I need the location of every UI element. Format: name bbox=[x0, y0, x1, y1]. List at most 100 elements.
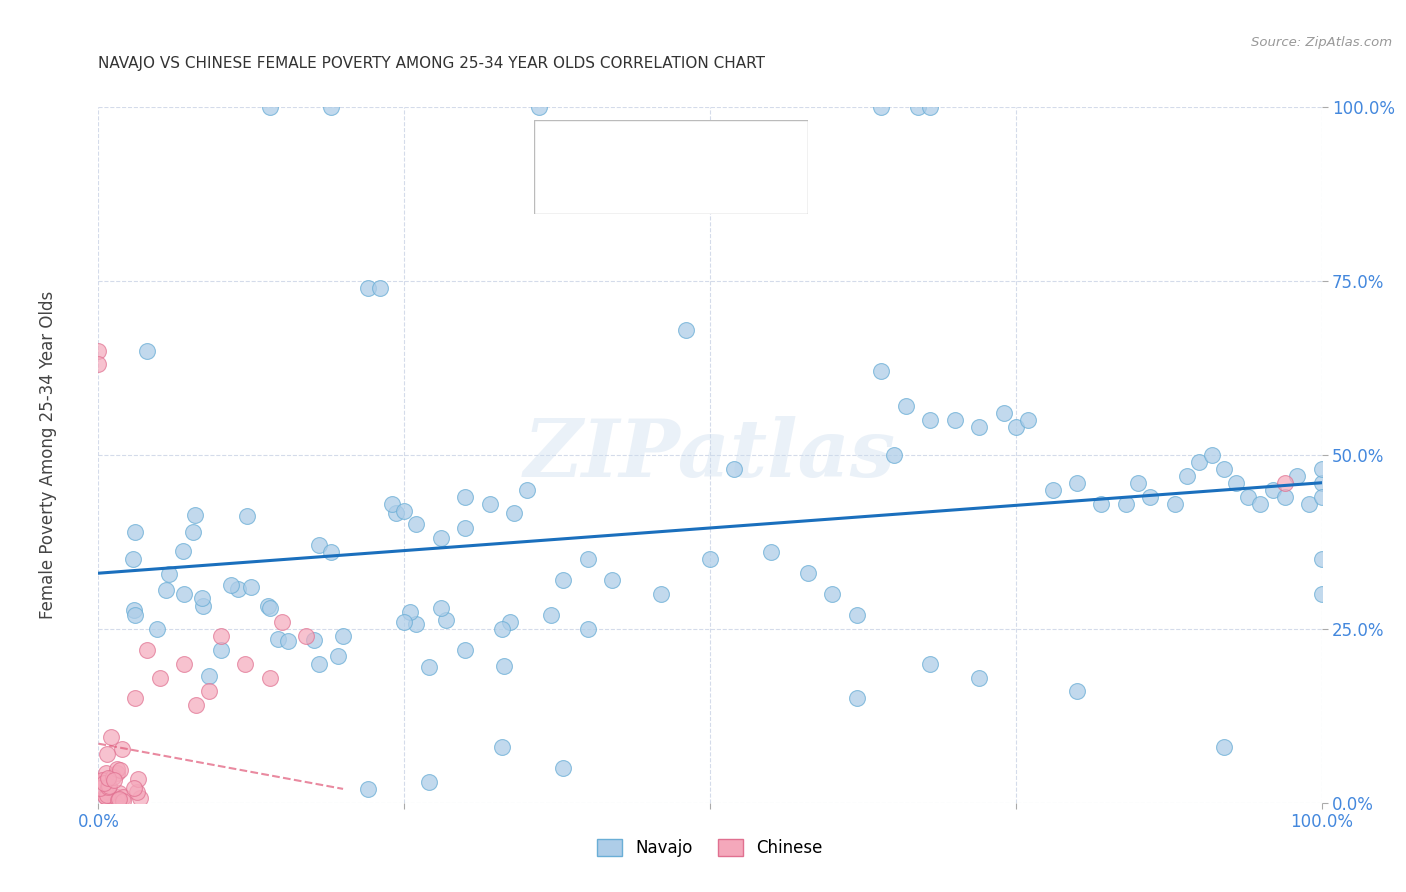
Point bbox=[97, 771, 120, 785]
Point bbox=[1261, 483, 1284, 497]
Point bbox=[111, 742, 134, 756]
Point bbox=[259, 100, 281, 114]
Point bbox=[1164, 497, 1187, 511]
Point bbox=[239, 580, 262, 594]
Point bbox=[94, 789, 117, 803]
Point bbox=[1201, 448, 1223, 462]
Point bbox=[1175, 468, 1198, 483]
Point bbox=[1310, 552, 1333, 566]
FancyBboxPatch shape bbox=[534, 120, 808, 214]
Point bbox=[1274, 475, 1296, 490]
Point bbox=[97, 780, 120, 794]
Text: NAVAJO VS CHINESE FEMALE POVERTY AMONG 25-34 YEAR OLDS CORRELATION CHART: NAVAJO VS CHINESE FEMALE POVERTY AMONG 2… bbox=[98, 56, 765, 71]
Point bbox=[107, 792, 129, 806]
Point bbox=[1310, 587, 1333, 601]
Point bbox=[503, 507, 526, 521]
Point bbox=[650, 587, 672, 601]
Point bbox=[124, 607, 146, 622]
Point bbox=[1310, 490, 1333, 504]
Point bbox=[104, 795, 127, 809]
Point bbox=[920, 100, 942, 114]
Point bbox=[434, 613, 457, 627]
Point bbox=[146, 622, 169, 636]
Text: R =: R = bbox=[598, 182, 626, 197]
Point bbox=[553, 761, 575, 775]
Point bbox=[319, 100, 342, 114]
Point bbox=[515, 483, 537, 497]
Point bbox=[295, 629, 318, 643]
Point bbox=[259, 671, 281, 685]
Point bbox=[319, 545, 342, 559]
Point bbox=[1298, 497, 1320, 511]
Text: N =: N = bbox=[707, 182, 735, 197]
Point bbox=[1066, 684, 1088, 698]
Point bbox=[1004, 420, 1026, 434]
Point bbox=[209, 629, 232, 643]
Point bbox=[308, 657, 330, 671]
Point bbox=[540, 607, 562, 622]
Text: ZIPatlas: ZIPatlas bbox=[524, 417, 896, 493]
Point bbox=[96, 788, 118, 802]
Point bbox=[191, 599, 214, 613]
Point bbox=[907, 100, 929, 114]
Point bbox=[124, 780, 146, 795]
Point bbox=[267, 632, 290, 646]
Point bbox=[122, 551, 145, 566]
Point bbox=[90, 773, 112, 788]
Legend: Navajo, Chinese: Navajo, Chinese bbox=[591, 832, 830, 864]
Point bbox=[600, 573, 623, 587]
Point bbox=[1249, 497, 1271, 511]
Point bbox=[1286, 468, 1309, 483]
Point bbox=[392, 615, 416, 629]
Point bbox=[103, 773, 125, 788]
Point bbox=[184, 508, 207, 522]
Point bbox=[124, 524, 146, 539]
Point bbox=[356, 781, 378, 796]
Point bbox=[894, 399, 917, 413]
Point bbox=[494, 658, 516, 673]
Point bbox=[127, 772, 149, 787]
Point bbox=[110, 764, 132, 778]
Point bbox=[1310, 475, 1333, 490]
Point bbox=[136, 343, 159, 358]
Y-axis label: Female Poverty Among 25-34 Year Olds: Female Poverty Among 25-34 Year Olds bbox=[39, 291, 56, 619]
Point bbox=[209, 642, 232, 657]
Point bbox=[356, 281, 378, 295]
Point bbox=[173, 657, 195, 671]
Point bbox=[499, 615, 522, 629]
Point bbox=[1090, 497, 1112, 511]
Point bbox=[699, 552, 721, 566]
Point bbox=[1212, 462, 1234, 476]
Point bbox=[675, 323, 697, 337]
Point bbox=[1042, 483, 1064, 497]
Point bbox=[259, 601, 281, 615]
Point bbox=[418, 775, 440, 789]
Point bbox=[125, 785, 148, 799]
Point bbox=[97, 785, 120, 799]
Point bbox=[368, 281, 391, 295]
Point bbox=[821, 587, 844, 601]
Point bbox=[399, 605, 422, 619]
Point bbox=[96, 747, 118, 761]
Point bbox=[94, 766, 117, 780]
Point bbox=[105, 790, 128, 805]
Point bbox=[430, 532, 453, 546]
Point bbox=[576, 622, 599, 636]
Point bbox=[105, 763, 128, 777]
Point bbox=[197, 684, 219, 698]
Point bbox=[761, 545, 783, 559]
Point bbox=[101, 770, 124, 784]
Point bbox=[920, 413, 942, 427]
Point bbox=[576, 552, 599, 566]
Point bbox=[129, 791, 152, 805]
Point bbox=[94, 772, 117, 787]
Point bbox=[186, 698, 208, 713]
Point bbox=[478, 497, 501, 511]
Point bbox=[430, 601, 453, 615]
Point bbox=[1017, 413, 1039, 427]
Point bbox=[136, 642, 159, 657]
Point bbox=[454, 490, 477, 504]
Point bbox=[943, 413, 966, 427]
Point bbox=[1139, 490, 1161, 504]
Point bbox=[405, 517, 427, 532]
